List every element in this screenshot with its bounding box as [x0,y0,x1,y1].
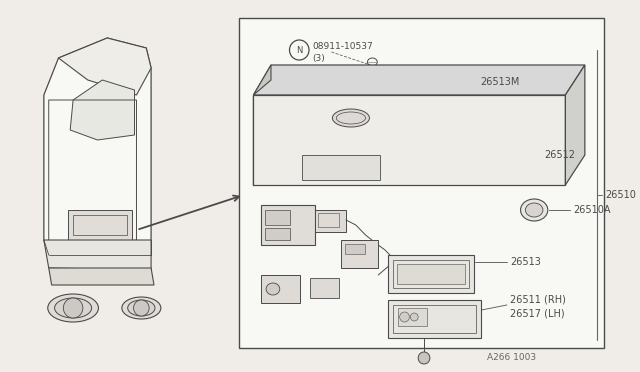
Bar [302,155,380,180]
Bar [310,278,339,298]
Ellipse shape [266,283,280,295]
Polygon shape [58,38,151,95]
Bar [341,240,378,268]
Text: 26517 (LH): 26517 (LH) [510,308,564,318]
Circle shape [399,312,410,322]
Polygon shape [49,268,154,285]
Text: 08911-10537: 08911-10537 [312,42,372,51]
Polygon shape [44,38,151,255]
Bar [261,205,315,245]
Bar [345,244,365,254]
Ellipse shape [332,109,369,127]
Bar [315,210,346,232]
Text: 26511 (RH): 26511 (RH) [510,295,566,305]
Polygon shape [253,65,585,95]
Polygon shape [253,95,565,185]
Polygon shape [565,65,585,185]
Bar [265,228,289,240]
Text: N: N [296,45,303,55]
Text: 26513: 26513 [510,257,541,267]
Bar [393,260,469,288]
Bar [261,275,300,303]
Ellipse shape [520,199,548,221]
Ellipse shape [525,203,543,217]
Bar [239,18,604,348]
Text: 26513M: 26513M [481,77,520,87]
Text: A266 1003: A266 1003 [488,353,536,362]
Bar [397,308,427,326]
Polygon shape [44,240,151,270]
Polygon shape [253,65,271,95]
Circle shape [63,298,83,318]
Polygon shape [70,80,134,140]
Circle shape [418,352,430,364]
Bar [265,210,289,225]
Bar [388,300,481,338]
Bar [68,210,132,240]
Text: 26510A: 26510A [573,205,611,215]
Ellipse shape [128,300,155,316]
Bar [397,264,465,284]
Circle shape [410,313,418,321]
Bar [393,305,476,333]
Text: (3): (3) [312,54,324,62]
Bar [73,215,127,235]
Ellipse shape [54,298,92,318]
Text: 26510: 26510 [605,190,636,200]
Ellipse shape [122,297,161,319]
Bar [318,213,339,227]
Text: 26512: 26512 [544,150,575,160]
Ellipse shape [48,294,99,322]
Circle shape [134,300,149,316]
Bar [388,255,474,293]
